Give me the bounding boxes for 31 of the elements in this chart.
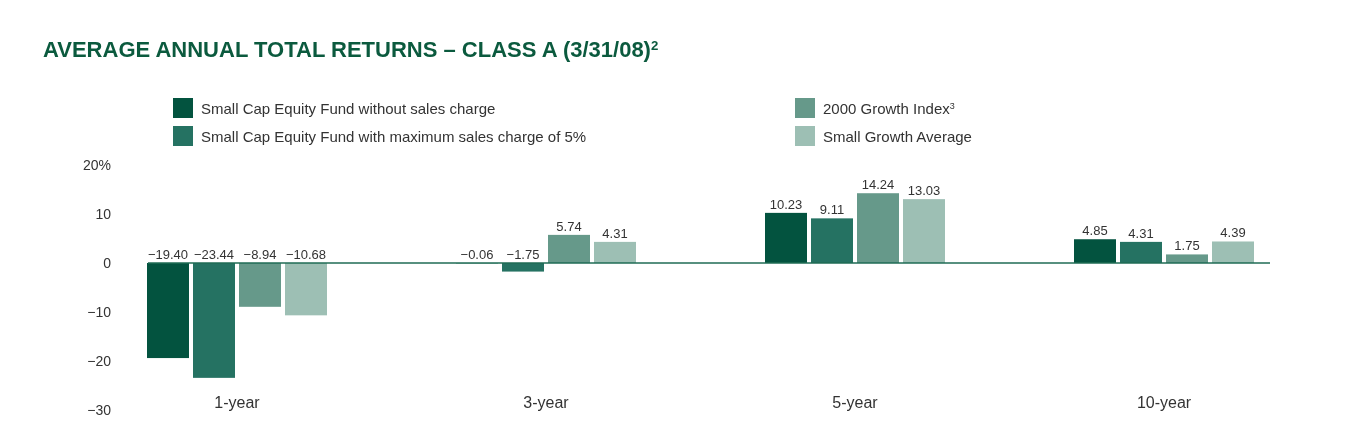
data-label: −19.40	[147, 247, 189, 262]
data-label: −8.94	[243, 247, 277, 262]
y-tick-label: 10	[95, 206, 112, 222]
legend-label: Small Cap Equity Fund without sales charge	[201, 100, 496, 117]
data-label: 4.31	[602, 225, 628, 241]
x-tick-label: 1-year	[214, 394, 261, 411]
legend-label: 2000 Growth Index$^{3}$	[823, 100, 955, 117]
y-tick-label: −10	[87, 304, 112, 320]
data-label: 13.03	[907, 183, 941, 199]
legend-label: Small Growth Average	[823, 128, 972, 145]
y-tick-label: −20	[87, 353, 112, 369]
data-label: 10.23	[769, 196, 803, 212]
chart-title: AVERAGE ANNUAL TOTAL RETURNS – CLASS A (3/31/08)$^{2}$	[43, 37, 659, 62]
data-label: 4.31	[1128, 225, 1154, 241]
data-label: 1.75	[1174, 238, 1200, 254]
data-label: 5.74	[556, 218, 582, 234]
data-label: 4.85	[1082, 223, 1108, 239]
x-tick-label: 10-year	[1136, 394, 1192, 411]
data-label: −23.44	[193, 247, 235, 262]
x-tick-label: 5-year	[832, 394, 879, 411]
data-label: 14.24	[861, 177, 895, 193]
data-label: −10.68	[285, 247, 327, 262]
y-tick-label: 0	[103, 255, 112, 271]
x-tick-label: 3-year	[523, 394, 570, 411]
legend-label: Small Cap Equity Fund with maximum sales charge of 5%	[201, 128, 587, 145]
data-label: −0.06	[460, 247, 494, 262]
data-label: 4.39	[1220, 225, 1246, 241]
data-label: −1.75	[506, 247, 540, 262]
y-tick-label: 20%	[82, 157, 111, 173]
data-label: 9.11	[819, 202, 845, 218]
y-tick-label: −30	[87, 402, 112, 418]
